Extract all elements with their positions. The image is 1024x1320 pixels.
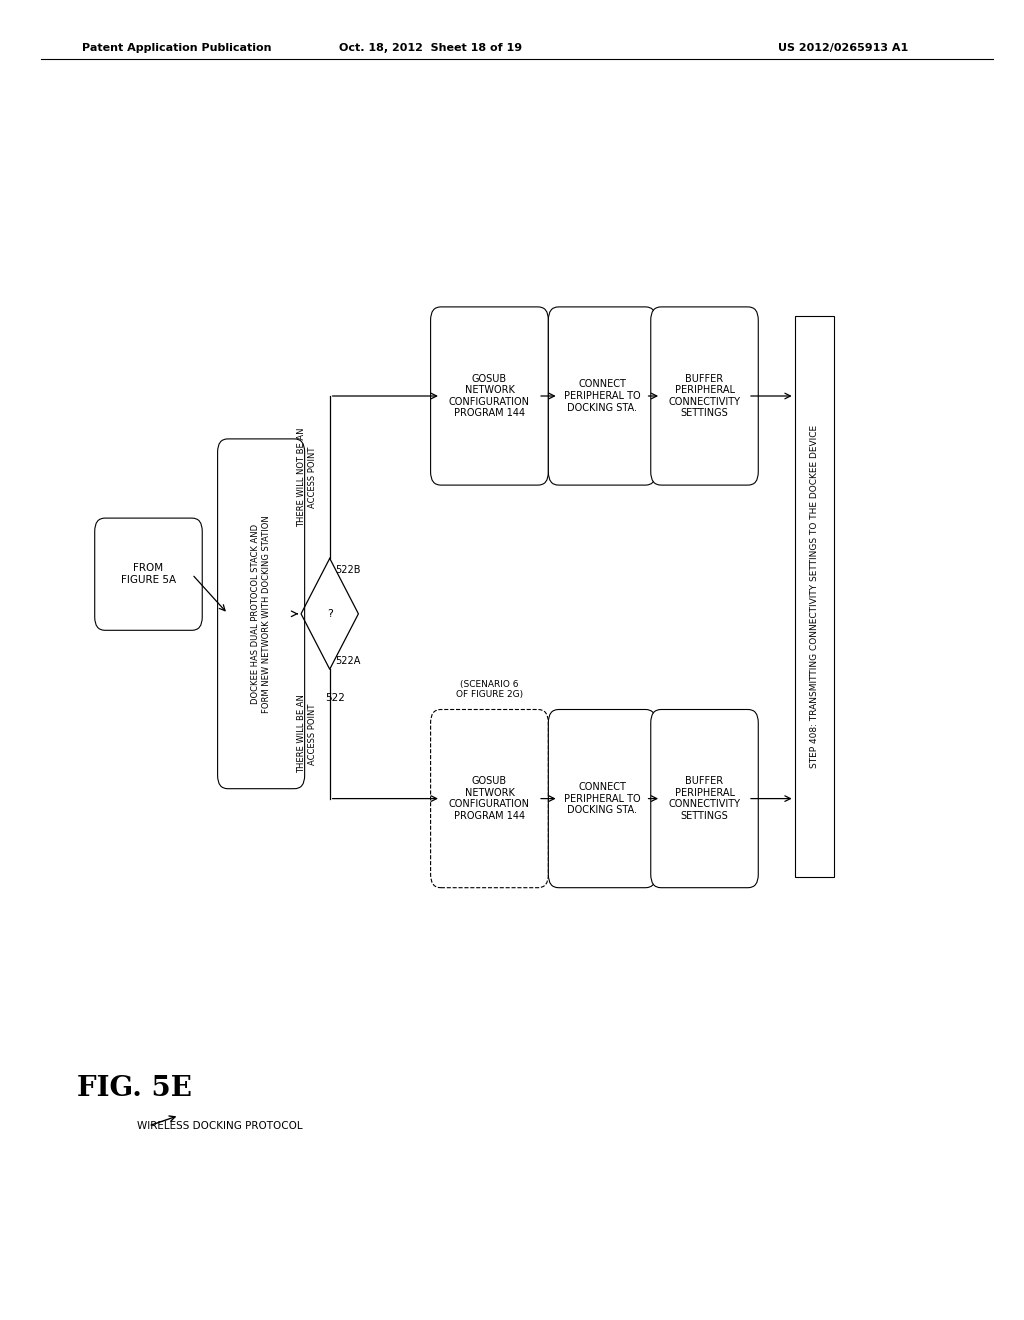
FancyBboxPatch shape [430, 710, 549, 887]
FancyBboxPatch shape [651, 710, 758, 887]
Text: THERE WILL NOT BE AN
ACCESS POINT: THERE WILL NOT BE AN ACCESS POINT [298, 428, 316, 527]
FancyBboxPatch shape [795, 317, 834, 876]
Text: Oct. 18, 2012  Sheet 18 of 19: Oct. 18, 2012 Sheet 18 of 19 [339, 42, 521, 53]
Text: FIG. 5E: FIG. 5E [77, 1076, 191, 1102]
Text: STEP 408: TRANSMITTING CONNECTIVITY SETTINGS TO THE DOCKEE DEVICE: STEP 408: TRANSMITTING CONNECTIVITY SETT… [810, 425, 818, 768]
Text: BUFFER
PERIPHERAL
CONNECTIVITY
SETTINGS: BUFFER PERIPHERAL CONNECTIVITY SETTINGS [669, 776, 740, 821]
Text: (SCENARIO 6
OF FIGURE 2G): (SCENARIO 6 OF FIGURE 2G) [456, 680, 523, 700]
FancyBboxPatch shape [651, 308, 758, 486]
Text: US 2012/0265913 A1: US 2012/0265913 A1 [778, 42, 908, 53]
Text: Patent Application Publication: Patent Application Publication [82, 42, 271, 53]
Text: ?: ? [327, 609, 333, 619]
Text: FROM
FIGURE 5A: FROM FIGURE 5A [121, 564, 176, 585]
FancyBboxPatch shape [217, 438, 305, 788]
Text: 522B: 522B [336, 565, 360, 574]
Text: 522: 522 [325, 693, 345, 704]
Text: DOCKEE HAS DUAL PROTOCOL STACK AND
FORM NEW NETWORK WITH DOCKING STATION: DOCKEE HAS DUAL PROTOCOL STACK AND FORM … [252, 515, 270, 713]
Text: THERE WILL BE AN
ACCESS POINT: THERE WILL BE AN ACCESS POINT [298, 694, 316, 774]
Text: 522A: 522A [336, 656, 360, 667]
Text: GOSUB
NETWORK
CONFIGURATION
PROGRAM 144: GOSUB NETWORK CONFIGURATION PROGRAM 144 [449, 776, 530, 821]
Text: BUFFER
PERIPHERAL
CONNECTIVITY
SETTINGS: BUFFER PERIPHERAL CONNECTIVITY SETTINGS [669, 374, 740, 418]
FancyBboxPatch shape [549, 308, 655, 486]
Text: CONNECT
PERIPHERAL TO
DOCKING STA.: CONNECT PERIPHERAL TO DOCKING STA. [564, 379, 640, 413]
Text: GOSUB
NETWORK
CONFIGURATION
PROGRAM 144: GOSUB NETWORK CONFIGURATION PROGRAM 144 [449, 374, 530, 418]
Text: WIRELESS DOCKING PROTOCOL: WIRELESS DOCKING PROTOCOL [137, 1121, 303, 1131]
Text: CONNECT
PERIPHERAL TO
DOCKING STA.: CONNECT PERIPHERAL TO DOCKING STA. [564, 781, 640, 816]
FancyBboxPatch shape [430, 308, 549, 486]
FancyBboxPatch shape [549, 710, 655, 887]
FancyBboxPatch shape [94, 519, 203, 631]
